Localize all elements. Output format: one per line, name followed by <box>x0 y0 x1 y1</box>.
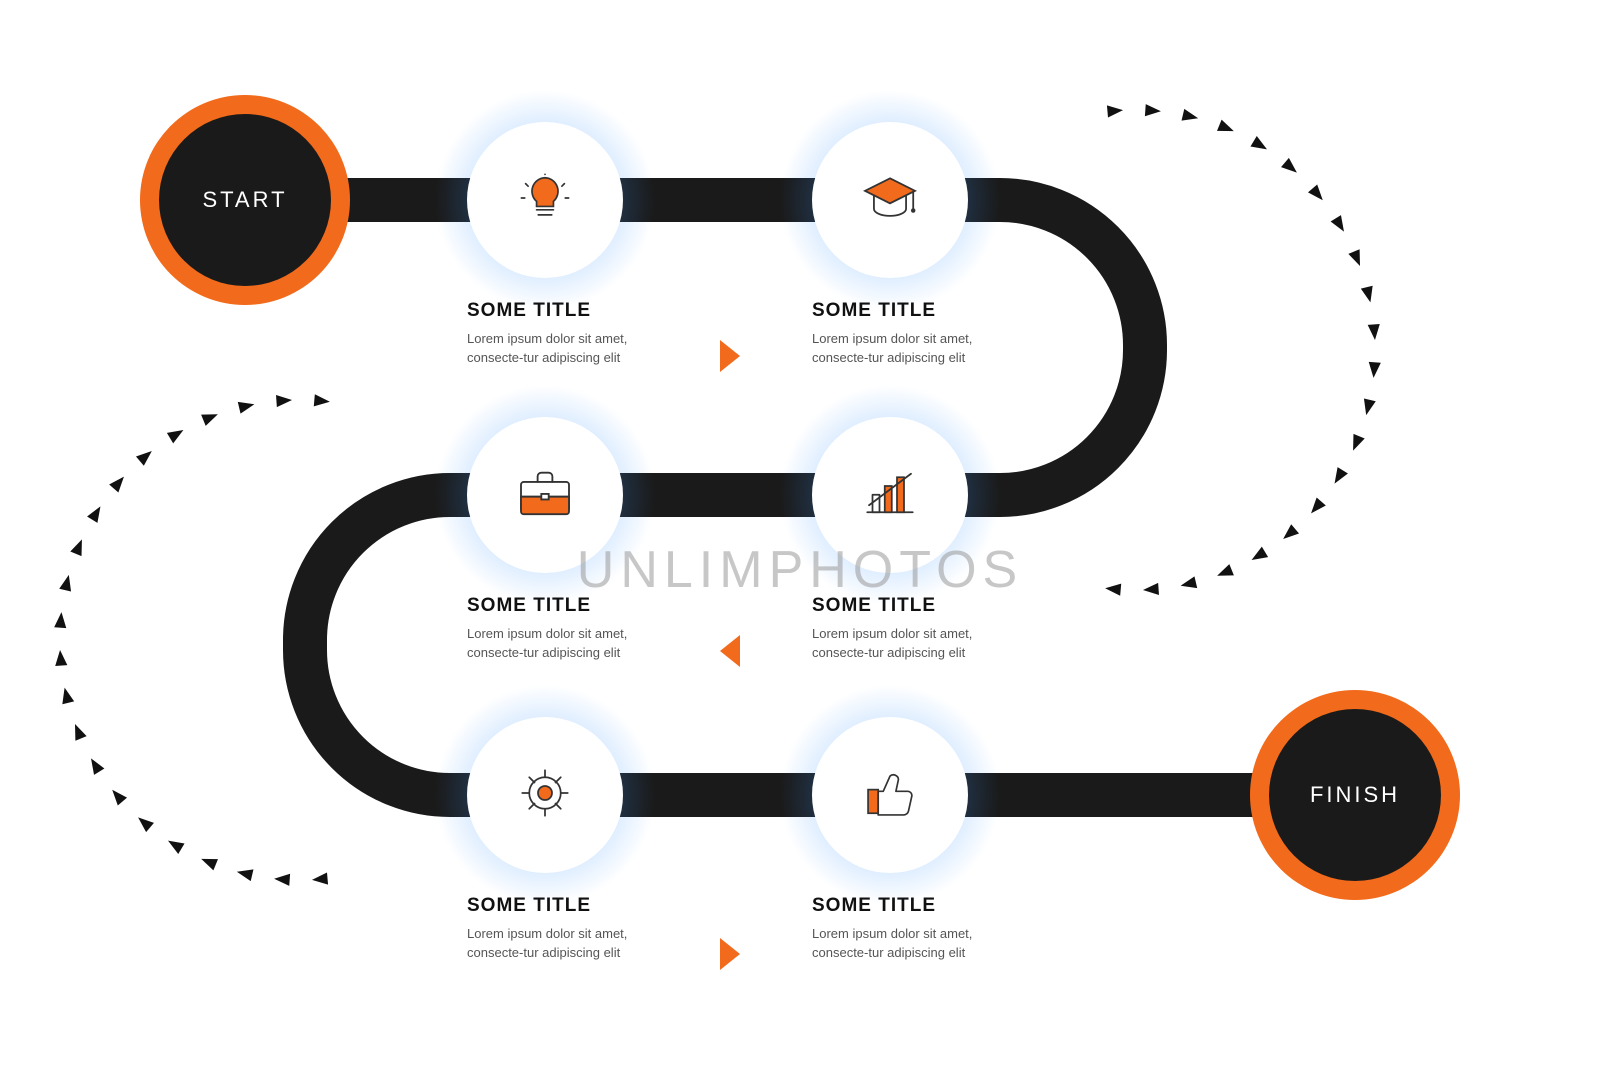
thumbsup-icon <box>863 767 917 824</box>
dotted-arc-arrow <box>238 402 255 414</box>
node-disc <box>812 417 968 573</box>
dotted-arc-arrow <box>70 539 82 556</box>
node-textblock: SOME TITLE Lorem ipsum dolor sit amet, co… <box>467 895 697 963</box>
node-body: Lorem ipsum dolor sit amet, consecte-tur… <box>467 330 647 368</box>
node-title: SOME TITLE <box>812 895 1042 917</box>
dotted-arc-arrow <box>276 395 292 407</box>
node-disc <box>467 717 623 873</box>
node-disc <box>467 417 623 573</box>
start-endpoint: START <box>140 95 350 305</box>
direction-arrow-icon <box>720 340 740 372</box>
direction-arrow-icon <box>720 635 740 667</box>
dotted-arc-arrow <box>1369 362 1381 378</box>
node-title: SOME TITLE <box>467 895 697 917</box>
dotted-arc-arrow <box>1217 564 1234 576</box>
dotted-arc-arrow <box>1107 105 1123 117</box>
dotted-arc-arrow <box>1331 215 1344 231</box>
dotted-arc-arrow <box>201 414 218 426</box>
start-label: START <box>202 187 287 213</box>
finish-endpoint: FINISH <box>1250 690 1460 900</box>
dotted-arc-arrow <box>1145 104 1161 116</box>
dotted-arc-arrow <box>1311 498 1326 514</box>
dotted-arc-arrow <box>109 477 124 493</box>
dotted-arc-arrow <box>59 575 71 592</box>
chart-icon <box>862 468 918 523</box>
finish-label: FINISH <box>1310 782 1400 808</box>
dotted-arc-arrow <box>136 451 152 466</box>
dotted-arc-arrow <box>1348 249 1360 266</box>
node-disc <box>812 717 968 873</box>
gear-icon <box>517 765 573 826</box>
dotted-arc-arrow <box>312 872 328 884</box>
dotted-arc-arrow <box>201 859 218 871</box>
dotted-arc-arrow <box>314 394 330 406</box>
dotted-arc-arrow <box>91 758 104 774</box>
dotted-arc-arrow <box>1308 184 1323 200</box>
dotted-arc-arrow <box>1335 467 1348 483</box>
dotted-arc-arrow <box>168 841 185 854</box>
node-disc <box>467 122 623 278</box>
dotted-arc-arrow <box>1250 136 1267 149</box>
dotted-arc-arrow <box>1252 547 1269 560</box>
node-disc <box>812 122 968 278</box>
dotted-arc-arrow <box>1143 583 1159 595</box>
node-body: Lorem ipsum dolor sit amet, consecte-tur… <box>812 330 992 368</box>
node-body: Lorem ipsum dolor sit amet, consecte-tur… <box>467 625 647 663</box>
dotted-arc-arrow <box>75 724 87 741</box>
direction-arrow-icon <box>720 938 740 970</box>
dotted-arc-arrow <box>112 790 127 806</box>
dotted-arc-arrow <box>1283 524 1299 539</box>
node-body: Lorem ipsum dolor sit amet, consecte-tur… <box>812 625 992 663</box>
node-textblock: SOME TITLE Lorem ipsum dolor sit amet, co… <box>467 300 697 368</box>
dotted-arc-arrow <box>1281 158 1297 173</box>
dotted-arc-arrow <box>87 506 100 522</box>
dotted-arc-arrow <box>237 869 254 881</box>
dotted-arc-arrow <box>1105 584 1121 596</box>
dotted-arc-arrow <box>1181 576 1198 588</box>
dotted-arc-arrow <box>274 874 290 886</box>
dotted-arc-arrow <box>1217 120 1234 132</box>
briefcase-icon <box>515 469 575 522</box>
lightbulb-icon <box>518 171 572 230</box>
dotted-arc-arrow <box>55 650 67 666</box>
dotted-arc-arrow <box>1364 398 1376 415</box>
node-title: SOME TITLE <box>467 595 697 617</box>
graduation-icon <box>861 173 919 228</box>
dotted-arc-arrow <box>167 430 184 443</box>
node-body: Lorem ipsum dolor sit amet, consecte-tur… <box>467 925 647 963</box>
dotted-arc-arrow <box>138 817 154 832</box>
node-body: Lorem ipsum dolor sit amet, consecte-tur… <box>812 925 992 963</box>
dotted-arc-arrow <box>1361 286 1373 303</box>
infographic-stage: START FINISH SOME TITLE Lorem ipsum dolor… <box>0 0 1600 1065</box>
node-textblock: SOME TITLE Lorem ipsum dolor sit amet, co… <box>812 300 1042 368</box>
node-title: SOME TITLE <box>812 300 1042 322</box>
node-title: SOME TITLE <box>467 300 697 322</box>
node-textblock: SOME TITLE Lorem ipsum dolor sit amet, co… <box>812 595 1042 663</box>
dotted-arc-arrow <box>1368 324 1380 340</box>
node-title: SOME TITLE <box>812 595 1042 617</box>
node-textblock: SOME TITLE Lorem ipsum dolor sit amet, co… <box>812 895 1042 963</box>
dotted-arc-arrow <box>1182 109 1199 121</box>
dotted-arc-arrow <box>62 688 74 705</box>
dotted-arc-arrow <box>1353 434 1365 451</box>
dotted-arc-arrow <box>54 612 66 628</box>
node-textblock: SOME TITLE Lorem ipsum dolor sit amet, co… <box>467 595 697 663</box>
